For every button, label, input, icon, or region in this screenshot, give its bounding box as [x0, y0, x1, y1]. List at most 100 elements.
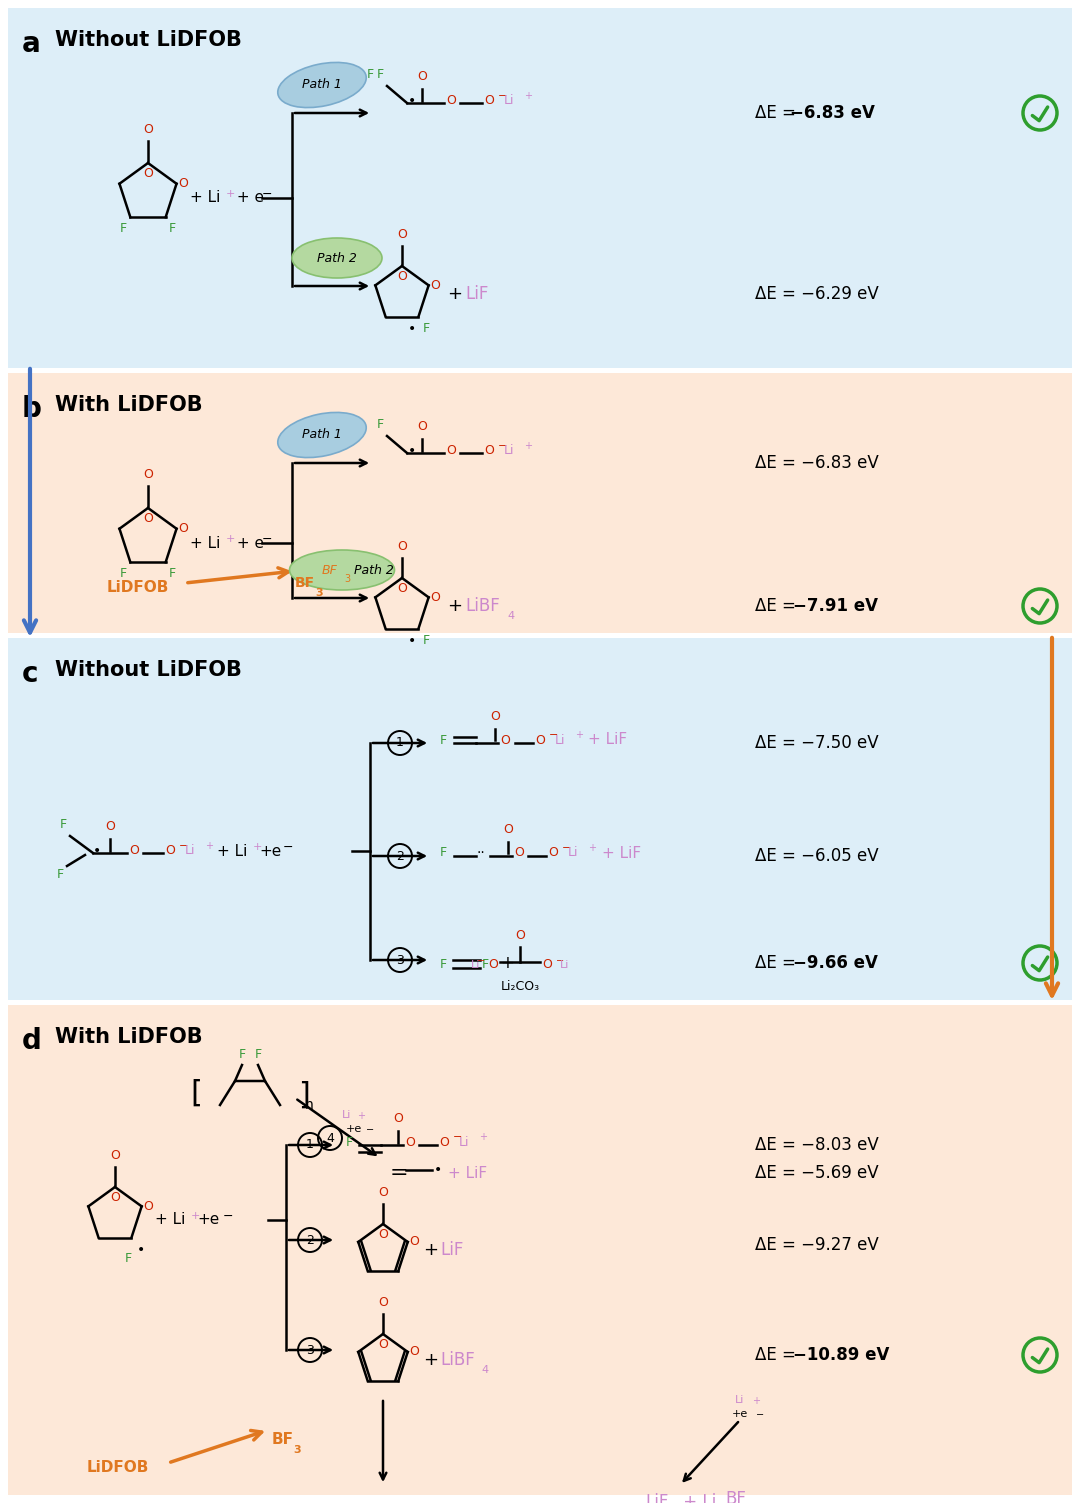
Text: ΔE =: ΔE = — [755, 1347, 801, 1365]
Text: Without LiDFOB: Without LiDFOB — [55, 660, 242, 679]
Text: F: F — [125, 1252, 132, 1264]
Text: O: O — [129, 845, 139, 858]
Text: O: O — [490, 709, 500, 723]
Text: F: F — [422, 634, 430, 646]
Text: 4: 4 — [326, 1132, 334, 1144]
Text: Li: Li — [342, 1111, 351, 1120]
Text: +: + — [447, 286, 462, 304]
Text: ΔE = −8.03 eV: ΔE = −8.03 eV — [755, 1136, 879, 1154]
Text: O: O — [378, 1228, 388, 1241]
Text: −7.91 eV: −7.91 eV — [793, 597, 878, 615]
Text: Li: Li — [568, 846, 579, 860]
Text: 2: 2 — [306, 1234, 314, 1246]
Text: + LiF: + LiF — [602, 846, 642, 861]
Text: F: F — [56, 869, 64, 881]
Text: a: a — [22, 30, 41, 59]
Text: ΔE =: ΔE = — [755, 954, 801, 972]
Text: O: O — [378, 1338, 388, 1351]
Text: c: c — [22, 660, 39, 688]
Text: +e: +e — [346, 1124, 362, 1133]
Text: •: • — [408, 634, 417, 648]
Text: LiBF: LiBF — [440, 1351, 475, 1369]
Text: + e: + e — [232, 535, 264, 550]
Text: O: O — [409, 1235, 420, 1249]
FancyArrowPatch shape — [1045, 637, 1058, 995]
Text: +: + — [253, 842, 262, 852]
Text: Li₂CO₃: Li₂CO₃ — [500, 980, 540, 993]
Text: +: + — [480, 1132, 487, 1142]
Text: +e: +e — [259, 843, 281, 858]
Ellipse shape — [292, 237, 382, 278]
Bar — [8, 8, 1072, 368]
Text: O: O — [397, 228, 407, 240]
Text: LiDFOB: LiDFOB — [86, 1459, 149, 1474]
Text: + LiF: + LiF — [588, 732, 627, 747]
Text: O: O — [110, 1148, 120, 1162]
Text: +: + — [524, 440, 532, 451]
Text: With LiDFOB: With LiDFOB — [55, 395, 203, 415]
Text: ΔE =: ΔE = — [755, 104, 801, 122]
FancyArrowPatch shape — [24, 368, 36, 633]
Text: O: O — [409, 1345, 420, 1359]
Text: 1: 1 — [306, 1138, 314, 1151]
Text: ΔE = −7.50 eV: ΔE = −7.50 eV — [755, 733, 879, 752]
Text: −: − — [477, 956, 485, 966]
Text: Path 1: Path 1 — [302, 428, 342, 442]
Text: −: − — [262, 532, 272, 546]
Text: O: O — [417, 419, 427, 433]
Text: O: O — [484, 445, 494, 457]
Text: F: F — [440, 957, 447, 971]
Text: O: O — [105, 821, 114, 833]
Text: F: F — [440, 846, 447, 860]
Text: 3: 3 — [345, 574, 350, 585]
Text: n: n — [305, 1099, 314, 1112]
Text: 2: 2 — [396, 849, 404, 863]
Text: ΔE = −6.29 eV: ΔE = −6.29 eV — [755, 286, 879, 304]
Text: Li: Li — [459, 1135, 470, 1148]
Text: O: O — [438, 1135, 449, 1148]
Text: O: O — [397, 271, 407, 283]
Text: −: − — [453, 1132, 462, 1142]
Text: −: − — [179, 842, 188, 851]
Bar — [8, 637, 1072, 999]
Text: −: − — [549, 730, 558, 739]
Ellipse shape — [278, 412, 366, 457]
Text: •: • — [408, 322, 417, 335]
Text: 3: 3 — [315, 588, 323, 598]
Text: ΔE = −5.69 eV: ΔE = −5.69 eV — [755, 1163, 879, 1181]
Ellipse shape — [278, 63, 366, 108]
Text: =: = — [390, 1163, 408, 1183]
Bar — [8, 373, 1072, 633]
Text: ··: ·· — [476, 846, 485, 860]
Text: +e: +e — [732, 1408, 748, 1419]
Text: +: + — [205, 842, 213, 851]
Text: b: b — [22, 395, 42, 422]
Text: O: O — [144, 1199, 153, 1213]
Text: F: F — [367, 68, 374, 81]
Text: •: • — [408, 443, 416, 458]
Text: BF: BF — [322, 564, 338, 577]
Text: 4: 4 — [481, 1365, 488, 1375]
Text: O: O — [397, 540, 407, 553]
Text: O: O — [143, 467, 153, 481]
Text: + Li: + Li — [156, 1213, 186, 1228]
Text: Path 1: Path 1 — [302, 78, 342, 92]
Text: O: O — [143, 123, 153, 135]
Text: F: F — [239, 1048, 245, 1061]
Text: O: O — [514, 846, 524, 860]
Text: ΔE = −6.05 eV: ΔE = −6.05 eV — [755, 848, 879, 866]
Text: F: F — [346, 1135, 353, 1148]
Text: −: − — [283, 840, 294, 854]
Text: O: O — [503, 824, 513, 836]
Text: + LiF: + LiF — [448, 1165, 487, 1180]
Text: O: O — [397, 582, 407, 595]
Text: O: O — [165, 845, 175, 858]
Text: F: F — [377, 68, 383, 81]
Text: O: O — [378, 1186, 388, 1199]
Text: F: F — [120, 567, 127, 580]
Text: F: F — [422, 322, 430, 335]
Text: +: + — [423, 1241, 438, 1260]
Text: ]: ] — [298, 1081, 310, 1109]
Text: •: • — [136, 1243, 145, 1257]
Text: 4: 4 — [507, 612, 514, 621]
